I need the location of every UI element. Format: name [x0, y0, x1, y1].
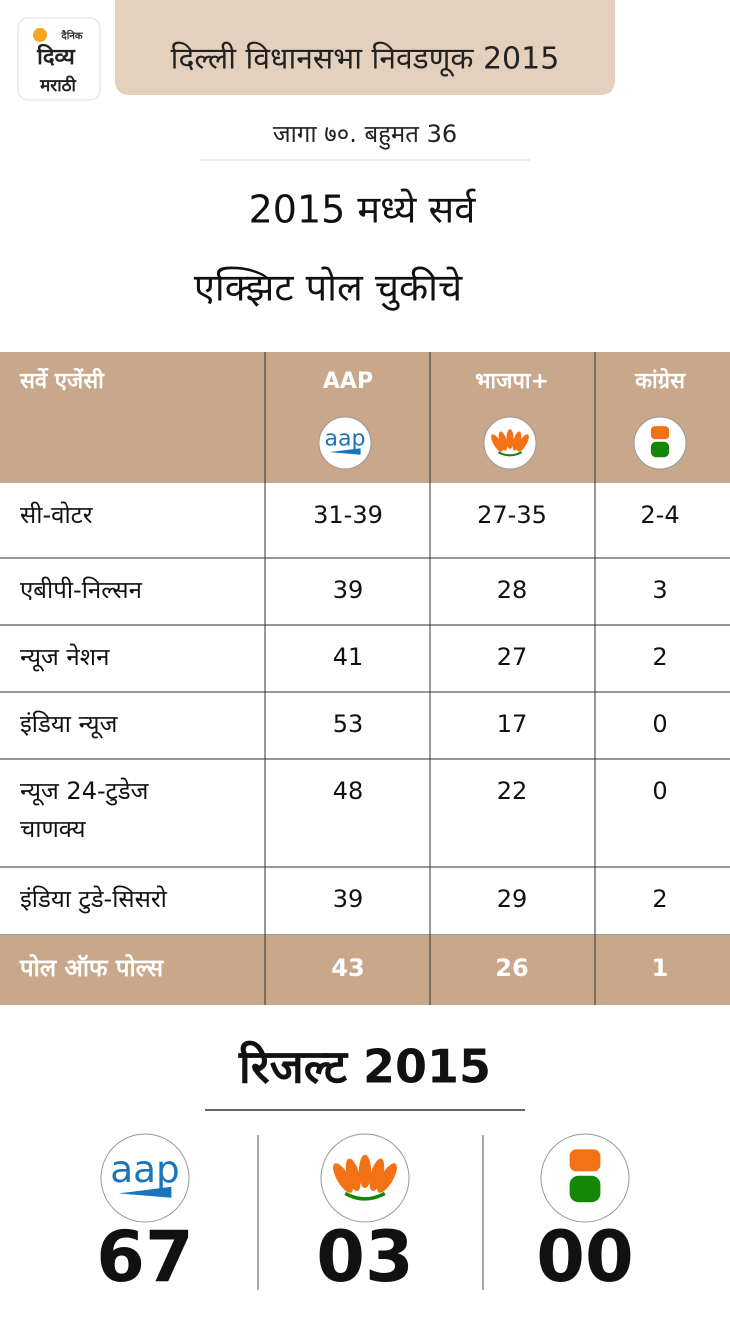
cell-value: 2-4: [640, 501, 679, 529]
lotus-petal: [517, 434, 529, 452]
aap-logo-text: aap: [324, 426, 365, 452]
lotus-petal: [345, 1158, 361, 1192]
footer-cell: 43: [331, 954, 364, 982]
cell-value: 39: [333, 885, 364, 913]
result-value: 67: [96, 1216, 193, 1298]
row-label: सी-वोटर: [20, 501, 94, 529]
result-value: 00: [536, 1216, 633, 1298]
logo-small: दैनिक: [60, 29, 83, 42]
aap-broom: [329, 448, 361, 455]
column-header: AAP: [323, 369, 373, 394]
hand-saffron: [650, 426, 670, 440]
header-row: [0, 352, 730, 483]
cell-value: 29: [497, 885, 528, 913]
cell-value: 48: [333, 777, 364, 805]
title: दिल्ली विधानसभा निवडणूक 2015: [171, 42, 560, 78]
lotus-petal: [377, 1163, 397, 1193]
lotus-petal: [358, 1154, 372, 1189]
hand-green: [569, 1175, 601, 1203]
headline: 2015 मध्ये सर्व: [249, 188, 477, 232]
cell-value: 0: [652, 710, 667, 738]
row-label: एबीपी-निल्सन: [20, 576, 143, 604]
cell-value: 39: [333, 576, 364, 604]
lotus-stem: [344, 1191, 386, 1201]
row-label: इंडिया न्यूज: [20, 710, 119, 739]
logo-sun: [33, 28, 47, 42]
aap-logo: [100, 1133, 190, 1223]
result-value: 03: [316, 1216, 413, 1298]
cell-value: 3: [652, 576, 667, 604]
aap-broom: [118, 1186, 172, 1198]
aap-logo-text: aap: [110, 1147, 180, 1191]
hand-green: [650, 441, 670, 458]
row-label-line: न्यूज 24-टुडेज: [20, 777, 150, 806]
result-title: रिजल्ट 2015: [238, 1040, 491, 1094]
cell-value: 31-39: [313, 501, 383, 529]
footer-cell: 26: [495, 954, 528, 982]
column-header: भाजपा+: [475, 369, 549, 394]
row-label: न्यूज 24-टुडेज चाणक्य: [20, 777, 150, 843]
lotus-petal: [333, 1163, 353, 1193]
lotus-petal: [512, 431, 522, 451]
lotus-petal: [498, 431, 508, 451]
aap-logo: [318, 416, 372, 470]
cell-value: 22: [497, 777, 528, 805]
logo-line1: दिव्य: [36, 43, 75, 70]
subtitle: जागा ७०. बहुमत 36: [273, 120, 457, 150]
cell-value: 2: [652, 885, 667, 913]
cell-value: 2: [652, 643, 667, 671]
footer-cell: 1: [652, 954, 669, 982]
logo-line2: मराठी: [39, 75, 76, 96]
cell-value: 0: [652, 777, 667, 805]
footer-row: [0, 935, 730, 1005]
title-banner: [115, 0, 615, 95]
headline: एक्झिट पोल चुकीचे: [194, 266, 463, 312]
lotus-petal: [506, 429, 514, 449]
table: सर्वे एजेंसी AAP भाजपा+ कांग्रेस aap सी-वोटर 3…: [0, 352, 730, 1298]
lotus-petal: [491, 434, 503, 452]
cell-value: 41: [333, 643, 364, 671]
column-header: सर्वे एजेंसी: [19, 367, 105, 394]
lotus-stem: [497, 451, 523, 457]
cell-value: 27-35: [477, 501, 547, 529]
cell-value: 53: [333, 710, 364, 738]
row-label: इंडिया टुडे-सिसरो: [20, 885, 168, 914]
cell-value: 17: [497, 710, 528, 738]
row-label: न्यूज नेशन: [20, 643, 110, 672]
row-label-line: चाणक्य: [20, 815, 87, 843]
cell-value: 27: [497, 643, 528, 671]
footer-cell: पोल ऑफ पोल्स: [19, 954, 164, 982]
column-header: कांग्रेस: [634, 367, 686, 394]
hand-saffron: [569, 1149, 601, 1172]
lotus-petal: [369, 1158, 385, 1192]
cell-value: 28: [497, 576, 528, 604]
